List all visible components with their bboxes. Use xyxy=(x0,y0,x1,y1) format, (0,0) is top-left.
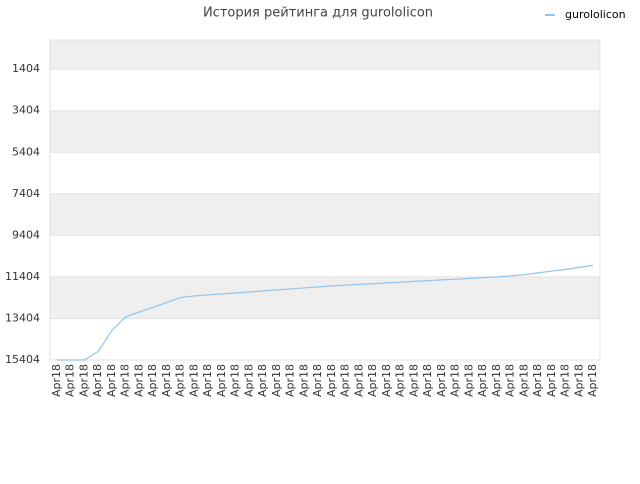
plot-border xyxy=(49,39,601,361)
plot-band xyxy=(50,235,600,277)
y-tick-label: 5404 xyxy=(12,145,40,158)
x-tick-label: Apr18 xyxy=(77,364,90,397)
x-tick-label: Apr18 xyxy=(215,364,228,397)
y-tick-label: 3404 xyxy=(12,104,40,117)
x-tick-label: Apr18 xyxy=(476,364,489,397)
x-tick-label: Apr18 xyxy=(284,364,297,397)
x-tick-label: Apr18 xyxy=(352,364,365,397)
x-tick-label: Apr18 xyxy=(325,364,338,397)
x-tick-label: Apr18 xyxy=(242,364,255,397)
x-tick-label: Apr18 xyxy=(490,364,503,397)
y-tick-label: 9404 xyxy=(12,228,40,241)
y-tick-label: 7404 xyxy=(12,187,40,200)
x-tick-label: Apr18 xyxy=(160,364,173,397)
x-tick-label: Apr18 xyxy=(462,364,475,397)
plot-band xyxy=(50,193,600,236)
x-tick-label: Apr18 xyxy=(119,364,132,397)
x-tick-label: Apr18 xyxy=(421,364,434,397)
x-tick-label: Apr18 xyxy=(394,364,407,397)
chart-title: История рейтинга для gurololicon xyxy=(203,6,433,21)
plot-band xyxy=(50,69,600,111)
x-tick-label: Apr18 xyxy=(586,364,599,397)
x-tick-label: Apr18 xyxy=(504,364,517,397)
plot-band xyxy=(50,276,600,319)
legend-label: gurololicon xyxy=(565,8,626,21)
plot-band xyxy=(50,40,600,70)
data-line xyxy=(56,264,594,361)
x-tick-label: Apr18 xyxy=(91,364,104,397)
y-tick-label: 1404 xyxy=(12,62,40,75)
plot-band xyxy=(50,110,600,153)
x-tick-label: Apr18 xyxy=(449,364,462,397)
x-tick-label: Apr18 xyxy=(201,364,214,397)
x-tick-label: Apr18 xyxy=(146,364,159,397)
x-tick-label: Apr18 xyxy=(132,364,145,397)
x-tick-label: Apr18 xyxy=(311,364,324,397)
x-tick-label: Apr18 xyxy=(435,364,448,397)
x-tick-label: Apr18 xyxy=(545,364,558,397)
x-tick-label: Apr18 xyxy=(50,364,63,397)
plot-band xyxy=(50,152,600,194)
x-tick-label: Apr18 xyxy=(174,364,187,397)
x-tick-label: Apr18 xyxy=(64,364,77,397)
x-tick-label: Apr18 xyxy=(531,364,544,397)
x-tick-label: Apr18 xyxy=(572,364,585,397)
plot-band xyxy=(50,318,600,360)
x-tick-label: Apr18 xyxy=(559,364,572,397)
x-tick-label: Apr18 xyxy=(270,364,283,397)
x-tick-label: Apr18 xyxy=(187,364,200,397)
x-tick-label: Apr18 xyxy=(517,364,530,397)
x-tick-label: Apr18 xyxy=(256,364,269,397)
y-tick-label: 11404 xyxy=(5,270,40,283)
x-tick-label: Apr18 xyxy=(407,364,420,397)
x-tick-label: Apr18 xyxy=(366,364,379,397)
y-tick-label: 15404 xyxy=(5,353,40,366)
x-tick-label: Apr18 xyxy=(339,364,352,397)
x-tick-label: Apr18 xyxy=(105,364,118,397)
x-tick-label: Apr18 xyxy=(380,364,393,397)
y-tick-label: 13404 xyxy=(5,311,40,324)
x-tick-label: Apr18 xyxy=(229,364,242,397)
x-tick-label: Apr18 xyxy=(297,364,310,397)
